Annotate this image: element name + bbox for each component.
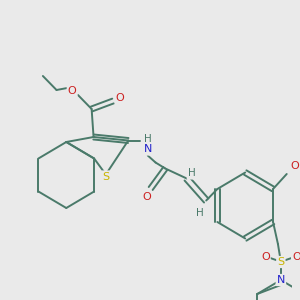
Text: S: S: [102, 172, 110, 182]
Text: O: O: [290, 161, 299, 171]
Text: S: S: [277, 257, 284, 267]
Text: O: O: [116, 93, 124, 103]
Text: O: O: [68, 86, 76, 96]
Text: O: O: [142, 191, 151, 202]
Text: O: O: [292, 252, 300, 262]
Text: H: H: [188, 169, 196, 178]
Text: H: H: [144, 134, 152, 143]
Text: O: O: [261, 252, 270, 262]
Text: N: N: [144, 145, 152, 154]
Text: H: H: [196, 208, 203, 218]
Text: N: N: [277, 275, 285, 285]
